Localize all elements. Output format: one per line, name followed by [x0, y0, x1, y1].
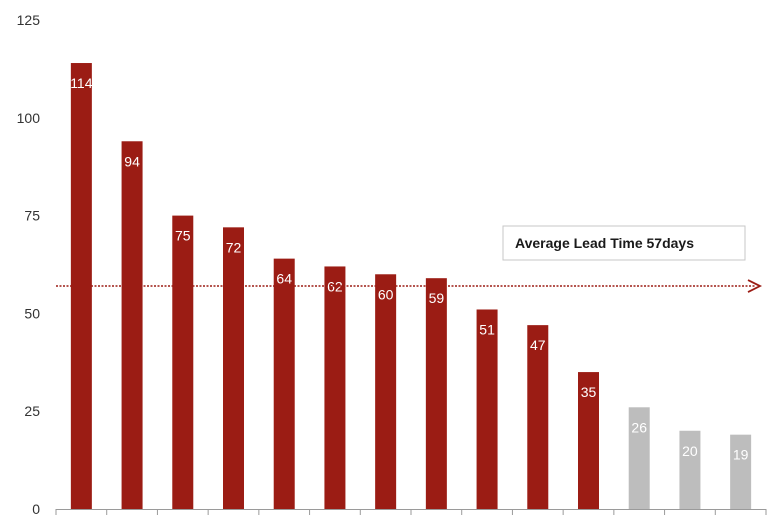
bar: [730, 434, 752, 509]
bar: [578, 372, 599, 509]
bar-value-label: 114: [70, 75, 93, 91]
bar-value-label: 35: [581, 384, 597, 400]
bar: [375, 274, 397, 509]
bar-value-label: 19: [733, 447, 749, 463]
bar: [273, 258, 295, 509]
bar-value-label: 62: [327, 278, 343, 294]
bar-value-label: 59: [429, 290, 445, 306]
x-axis: [55, 509, 767, 515]
bars: 114 94 75 72 64 62 60 59 51 47 35 26 20 19: [70, 63, 752, 509]
y-tick-label: 25: [24, 403, 40, 419]
bar-value-label: 64: [276, 271, 292, 287]
bar-value-label: 94: [124, 153, 140, 169]
y-tick-label: 0: [32, 501, 40, 517]
bar-value-label: 26: [631, 419, 647, 435]
y-tick-label: 50: [24, 305, 40, 321]
bar: [324, 266, 346, 509]
bar: [476, 309, 498, 509]
bar-value-label: 51: [479, 321, 495, 337]
y-axis: 0 25 50 75 100 125: [17, 12, 41, 517]
bar: [172, 215, 194, 509]
average-arrow-icon: [747, 279, 763, 293]
y-tick-label: 125: [17, 12, 41, 28]
bar-value-label: 75: [175, 228, 191, 244]
bar: [628, 407, 650, 509]
bar-value-label: 60: [378, 286, 394, 302]
bar: [425, 278, 447, 509]
bar-value-label: 47: [530, 337, 546, 353]
bar: [121, 141, 143, 509]
bar-value-label: 72: [226, 239, 242, 255]
average-annotation-box: [502, 225, 746, 261]
average-annotation-label: Average Lead Time 57days: [515, 235, 694, 251]
bar-value-label: 20: [682, 443, 698, 459]
bar: [527, 325, 549, 509]
average-line-group: Average Lead Time 57days: [56, 225, 763, 293]
y-tick-label: 100: [17, 110, 41, 126]
y-tick-label: 75: [24, 208, 40, 224]
bar: [223, 227, 244, 509]
bar: [679, 430, 701, 509]
